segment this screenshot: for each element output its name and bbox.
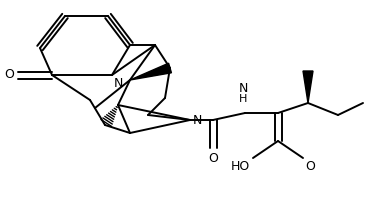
Text: O: O <box>305 160 315 173</box>
Polygon shape <box>303 71 313 103</box>
Text: O: O <box>4 68 14 81</box>
Text: N: N <box>114 77 123 90</box>
Text: O: O <box>208 152 218 165</box>
Polygon shape <box>130 63 172 80</box>
Text: H: H <box>239 94 247 104</box>
Text: HO: HO <box>231 160 250 173</box>
Text: N: N <box>193 114 202 126</box>
Text: N: N <box>238 82 248 95</box>
